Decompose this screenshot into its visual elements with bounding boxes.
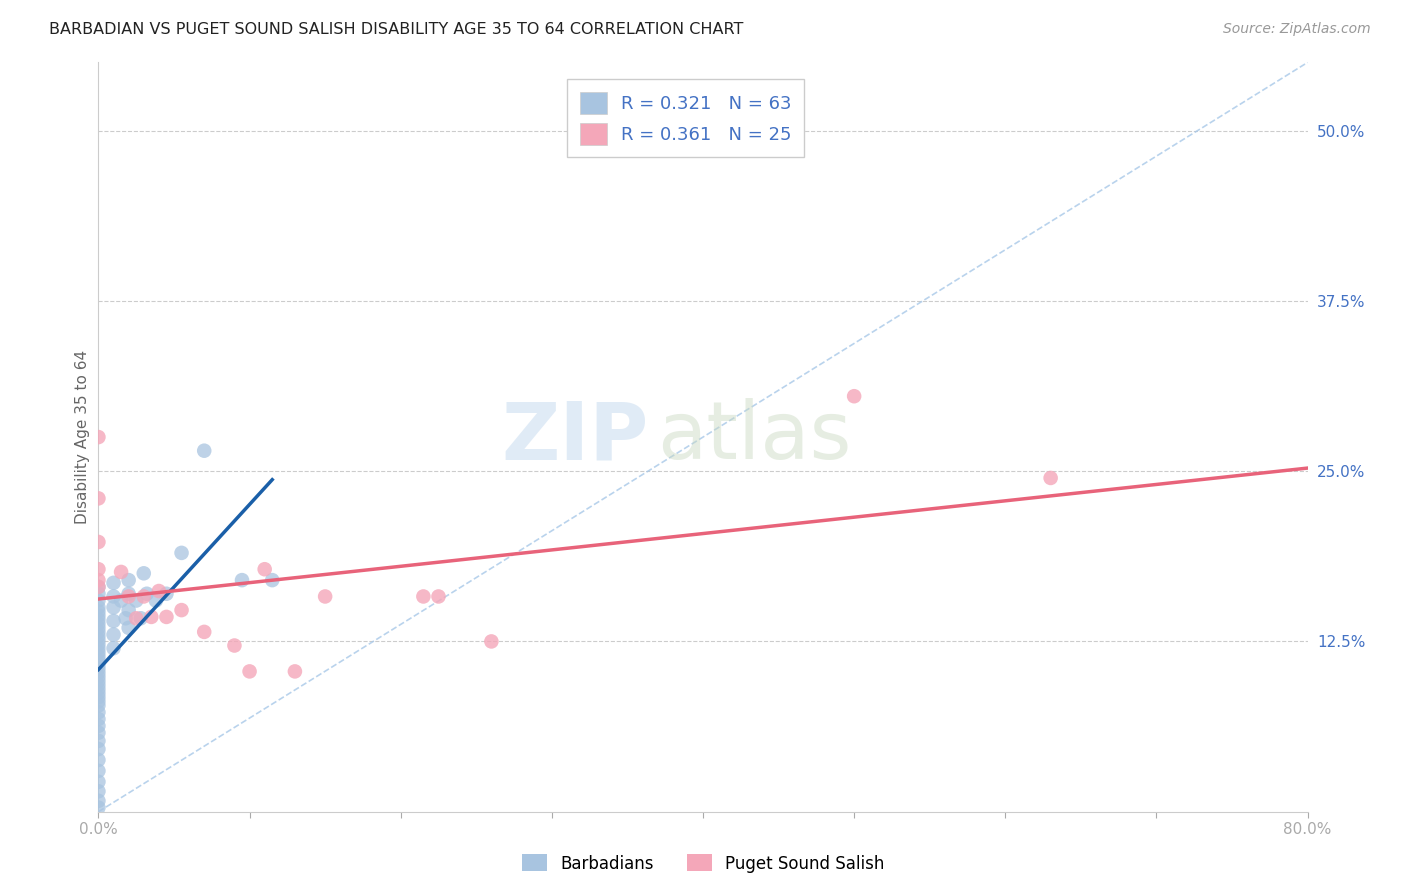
Legend: Barbadians, Puget Sound Salish: Barbadians, Puget Sound Salish bbox=[515, 847, 891, 880]
Point bbox=[87, 430, 110, 444]
Point bbox=[87, 604, 110, 618]
Point bbox=[844, 389, 866, 403]
Point bbox=[284, 665, 307, 679]
Point bbox=[87, 719, 110, 733]
Point bbox=[114, 611, 136, 625]
Text: BARBADIAN VS PUGET SOUND SALISH DISABILITY AGE 35 TO 64 CORRELATION CHART: BARBADIAN VS PUGET SOUND SALISH DISABILI… bbox=[49, 22, 744, 37]
Point bbox=[87, 600, 110, 615]
Point bbox=[87, 621, 110, 635]
Point bbox=[87, 616, 110, 631]
Point bbox=[170, 603, 193, 617]
Point bbox=[87, 535, 110, 549]
Point bbox=[87, 580, 110, 594]
Point bbox=[87, 491, 110, 506]
Point bbox=[155, 587, 177, 601]
Point bbox=[87, 673, 110, 688]
Point bbox=[87, 800, 110, 814]
Point bbox=[132, 590, 155, 604]
Point bbox=[87, 734, 110, 748]
Point bbox=[239, 665, 262, 679]
Point bbox=[412, 590, 434, 604]
Point bbox=[87, 629, 110, 643]
Point bbox=[87, 764, 110, 778]
Point bbox=[118, 603, 141, 617]
Point bbox=[87, 633, 110, 648]
Point bbox=[110, 593, 132, 607]
Legend: R = 0.321   N = 63, R = 0.361   N = 25: R = 0.321 N = 63, R = 0.361 N = 25 bbox=[567, 79, 804, 157]
Point bbox=[132, 566, 155, 581]
Point bbox=[87, 653, 110, 667]
Point bbox=[87, 690, 110, 705]
Point bbox=[87, 608, 110, 623]
Point bbox=[87, 694, 110, 708]
Point bbox=[155, 610, 177, 624]
Point bbox=[103, 590, 125, 604]
Point bbox=[87, 774, 110, 789]
Point bbox=[231, 573, 253, 587]
Point bbox=[103, 575, 125, 590]
Point bbox=[87, 706, 110, 720]
Point bbox=[87, 742, 110, 756]
Point bbox=[125, 593, 148, 607]
Point bbox=[118, 573, 141, 587]
Y-axis label: Disability Age 35 to 64: Disability Age 35 to 64 bbox=[75, 350, 90, 524]
Point bbox=[87, 784, 110, 798]
Text: Source: ZipAtlas.com: Source: ZipAtlas.com bbox=[1223, 22, 1371, 37]
Point bbox=[87, 725, 110, 739]
Text: atlas: atlas bbox=[657, 398, 852, 476]
Point bbox=[148, 584, 170, 599]
Point bbox=[145, 593, 167, 607]
Point bbox=[87, 641, 110, 656]
Point bbox=[87, 657, 110, 672]
Point bbox=[87, 645, 110, 659]
Point bbox=[87, 624, 110, 639]
Text: ZIP: ZIP bbox=[502, 398, 648, 476]
Point bbox=[87, 662, 110, 676]
Point bbox=[481, 634, 503, 648]
Point bbox=[87, 753, 110, 767]
Point bbox=[87, 698, 110, 713]
Point bbox=[87, 637, 110, 651]
Point bbox=[253, 562, 276, 576]
Point bbox=[170, 546, 193, 560]
Point bbox=[87, 678, 110, 692]
Point bbox=[87, 794, 110, 808]
Point bbox=[193, 624, 215, 639]
Point bbox=[1039, 471, 1062, 485]
Point bbox=[135, 587, 157, 601]
Point bbox=[103, 614, 125, 628]
Point bbox=[87, 670, 110, 684]
Point bbox=[314, 590, 336, 604]
Point bbox=[118, 587, 141, 601]
Point bbox=[87, 593, 110, 607]
Point bbox=[87, 580, 110, 594]
Point bbox=[224, 639, 246, 653]
Point bbox=[427, 590, 450, 604]
Point bbox=[87, 682, 110, 697]
Point bbox=[103, 627, 125, 641]
Point bbox=[87, 587, 110, 601]
Point bbox=[141, 610, 163, 624]
Point bbox=[129, 611, 152, 625]
Point bbox=[103, 600, 125, 615]
Point bbox=[193, 443, 215, 458]
Point bbox=[87, 562, 110, 576]
Point bbox=[87, 649, 110, 664]
Point bbox=[125, 611, 148, 625]
Point bbox=[87, 613, 110, 627]
Point bbox=[87, 686, 110, 700]
Point bbox=[110, 565, 132, 579]
Point bbox=[87, 712, 110, 726]
Point bbox=[262, 573, 284, 587]
Point bbox=[103, 641, 125, 656]
Point bbox=[118, 590, 141, 604]
Point bbox=[87, 665, 110, 680]
Point bbox=[118, 621, 141, 635]
Point bbox=[87, 573, 110, 587]
